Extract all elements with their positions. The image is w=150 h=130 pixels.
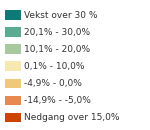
Bar	[4, 44, 21, 54]
Bar	[4, 96, 21, 105]
Bar	[4, 113, 21, 122]
Text: Vekst over 30 %: Vekst over 30 %	[24, 11, 98, 20]
Bar	[4, 61, 21, 71]
Text: -14,9% - -5,0%: -14,9% - -5,0%	[24, 96, 91, 105]
Text: Nedgang over 15,0%: Nedgang over 15,0%	[24, 113, 120, 122]
Text: 0,1% - 10,0%: 0,1% - 10,0%	[24, 62, 84, 71]
Text: 20,1% - 30,0%: 20,1% - 30,0%	[24, 28, 90, 37]
Bar	[4, 10, 21, 20]
Bar	[4, 27, 21, 37]
Bar	[4, 79, 21, 88]
Text: -4,9% - 0,0%: -4,9% - 0,0%	[24, 79, 82, 88]
Text: 10,1% - 20,0%: 10,1% - 20,0%	[24, 45, 90, 54]
